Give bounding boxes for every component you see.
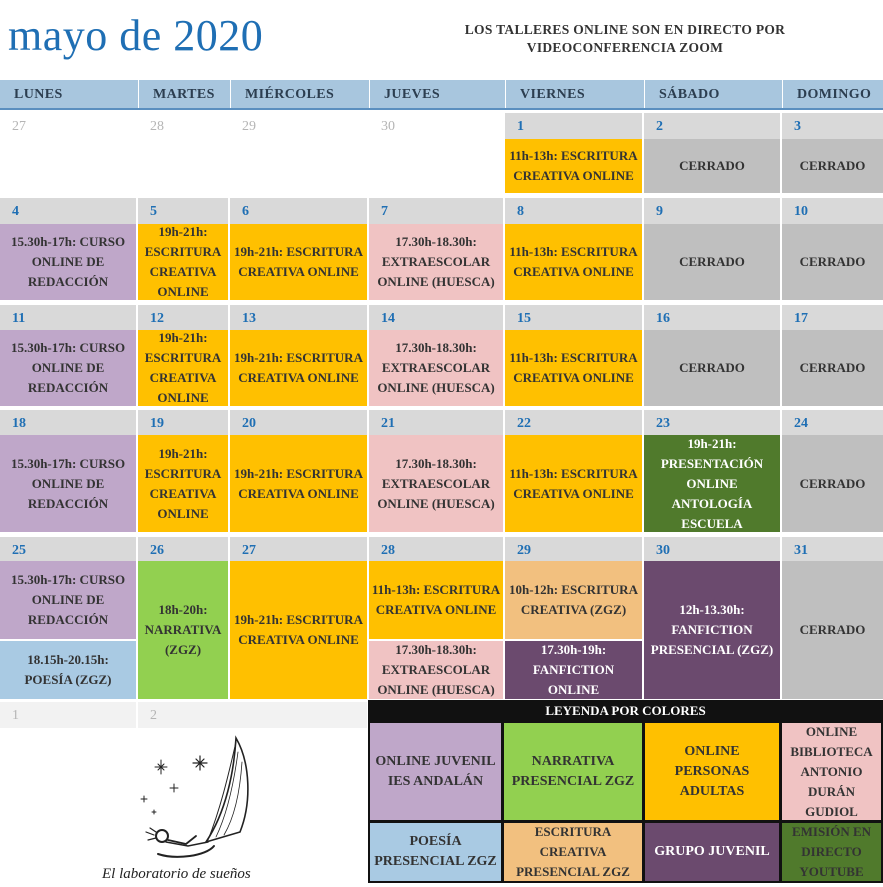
day-number: 28: [369, 537, 503, 563]
day-number: 17: [782, 305, 883, 331]
event-narrativa[interactable]: 18h-20h: NARRATIVA (ZGZ): [138, 561, 228, 699]
event-escritura-creativa[interactable]: 19h-21h: ESCRITURA CREATIVA ONLINE: [230, 435, 367, 532]
event-cerrado[interactable]: CERRADO: [782, 435, 883, 532]
event-escritura-creativa[interactable]: 19h-21h: ESCRITURA CREATIVA ONLINE: [138, 224, 228, 300]
logo: El laboratorio de sueños: [96, 732, 286, 882]
event-cerrado[interactable]: CERRADO: [644, 139, 780, 193]
event-cerrado[interactable]: CERRADO: [644, 224, 780, 300]
weekday-jueves: JUEVES: [369, 80, 505, 109]
day-number: 22: [505, 410, 642, 436]
event-escritura-creativa[interactable]: 19h-21h: ESCRITURA CREATIVA ONLINE: [138, 435, 228, 532]
legend-item-youtube: EMISIÓN EN DIRECTO YOUTUBE: [782, 823, 881, 881]
event-cerrado[interactable]: CERRADO: [782, 330, 883, 406]
day-number: 5: [138, 198, 228, 224]
event-escritura-creativa[interactable]: 19h-21h: ESCRITURA CREATIVA ONLINE: [230, 330, 367, 406]
day-number: 1: [505, 113, 642, 139]
legend-item-escritura-zgz: ESCRITURA CREATIVA PRESENCIAL ZGZ: [504, 823, 642, 881]
event-curso-redaccion[interactable]: 15.30h-17h: CURSO ONLINE DE REDACCIÓN: [0, 561, 136, 639]
day-number: 23: [644, 410, 780, 436]
event-curso-redaccion[interactable]: 15.30h-17h: CURSO ONLINE DE REDACCIÓN: [0, 435, 136, 532]
day-number: 29: [505, 537, 642, 563]
event-cerrado[interactable]: CERRADO: [782, 139, 883, 193]
day-number: 14: [369, 305, 503, 331]
day-number: 16: [644, 305, 780, 331]
legend-item-biblioteca: ONLINE BIBLIOTECA ANTONIO DURÁN GUDIOL: [782, 723, 881, 820]
weekday-sabado: SÁBADO: [644, 80, 782, 109]
event-extraescolar[interactable]: 17.30h-18.30h: EXTRAESCOLAR ONLINE (HUES…: [369, 224, 503, 300]
day-number: 20: [230, 410, 367, 436]
event-curso-redaccion[interactable]: 15.30h-17h: CURSO ONLINE DE REDACCIÓN: [0, 330, 136, 406]
event-escritura-creativa[interactable]: 19h-21h: ESCRITURA CREATIVA ONLINE: [230, 561, 367, 699]
event-fanfiction-presencial[interactable]: 12h-13.30h: FANFICTION PRESENCIAL (ZGZ): [644, 561, 780, 699]
day-number: 25: [0, 537, 136, 563]
day-number: 30: [381, 119, 395, 134]
day-number: 29: [242, 119, 256, 134]
day-number: 28: [150, 119, 164, 134]
event-cerrado[interactable]: CERRADO: [782, 224, 883, 300]
legend-title: LEYENDA POR COLORES: [545, 703, 706, 718]
day-number: 7: [369, 198, 503, 224]
legend-item-online-juvenil: ONLINE JUVENIL IES ANDALÁN: [370, 723, 501, 820]
day-number: 27: [12, 119, 26, 134]
day-number: 4: [0, 198, 136, 224]
event-escritura-creativa[interactable]: 11h-13h: ESCRITURA CREATIVA ONLINE: [505, 224, 642, 300]
day-number: 21: [369, 410, 503, 436]
day-number: 26: [138, 537, 228, 563]
event-escritura-creativa[interactable]: 11h-13h: ESCRITURA CREATIVA ONLINE: [369, 561, 503, 639]
event-fanfiction-online[interactable]: 17.30h-19h: FANFICTION ONLINE: [505, 641, 642, 699]
day-number: 10: [782, 198, 883, 224]
event-extraescolar[interactable]: 17.30h-18.30h: EXTRAESCOLAR ONLINE (HUES…: [369, 330, 503, 406]
logo-text: El laboratorio de sueños: [101, 866, 251, 882]
event-presentacion-antologia[interactable]: 19h-21h: PRESENTACIÓN ONLINE ANTOLOGÍA E…: [644, 435, 780, 532]
event-extraescolar[interactable]: 17.30h-18.30h: EXTRAESCOLAR ONLINE (HUES…: [369, 641, 503, 699]
page-subtitle: LOS TALLERES ONLINE SON EN DIRECTO POR V…: [464, 22, 786, 55]
weekday-domingo: DOMINGO: [782, 80, 883, 109]
day-number: 2: [644, 113, 780, 139]
event-escritura-creativa[interactable]: 19h-21h: ESCRITURA CREATIVA ONLINE: [230, 224, 367, 300]
event-poesia[interactable]: 18.15h-20.15h: POESÍA (ZGZ): [0, 641, 136, 699]
header-divider: [0, 108, 883, 110]
day-number: 9: [644, 198, 780, 224]
day-number: 8: [505, 198, 642, 224]
event-extraescolar[interactable]: 17.30h-18.30h: EXTRAESCOLAR ONLINE (HUES…: [369, 435, 503, 532]
weekday-viernes: VIERNES: [505, 80, 644, 109]
event-escritura-creativa[interactable]: 19h-21h: ESCRITURA CREATIVA ONLINE: [138, 330, 228, 406]
day-number: 1: [0, 702, 136, 728]
event-cerrado[interactable]: CERRADO: [644, 330, 780, 406]
event-cerrado[interactable]: CERRADO: [782, 561, 883, 699]
day-number: 19: [138, 410, 228, 436]
event-curso-redaccion[interactable]: 15.30h-17h: CURSO ONLINE DE REDACCIÓN: [0, 224, 136, 300]
day-number: 11: [0, 305, 136, 331]
day-number: 3: [782, 113, 883, 139]
weekday-header: LUNES MARTES MIÉRCOLES JUEVES VIERNES SÁ…: [0, 80, 883, 109]
day-number: 24: [782, 410, 883, 436]
day-number: 31: [782, 537, 883, 563]
day-number: 15: [505, 305, 642, 331]
legend-item-poesia: POESÍA PRESENCIAL ZGZ: [370, 823, 501, 881]
day-number: 27: [230, 537, 367, 563]
logo-illustration: El laboratorio de sueños: [101, 735, 251, 882]
event-escritura-creativa[interactable]: 11h-13h: ESCRITURA CREATIVA ONLINE: [505, 435, 642, 532]
legend-item-narrativa: NARRATIVA PRESENCIAL ZGZ: [504, 723, 642, 820]
weekday-martes: MARTES: [138, 80, 230, 109]
day-number: 18: [0, 410, 136, 436]
weekday-miercoles: MIÉRCOLES: [230, 80, 369, 109]
legend-item-grupo-juvenil: GRUPO JUVENIL: [645, 823, 779, 881]
day-number: 30: [644, 537, 780, 563]
page-title: mayo de 2020: [8, 11, 264, 60]
day-number: 6: [230, 198, 367, 224]
event-escritura-creativa-zgz[interactable]: 10h-12h: ESCRITURA CREATIVA (ZGZ): [505, 561, 642, 639]
day-number: 12: [138, 305, 228, 331]
day-number: 2: [138, 702, 367, 728]
day-number: 13: [230, 305, 367, 331]
event-escritura-creativa[interactable]: 11h-13h: ESCRITURA CREATIVA ONLINE: [505, 139, 642, 193]
weekday-lunes: LUNES: [0, 80, 138, 109]
event-escritura-creativa[interactable]: 11h-13h: ESCRITURA CREATIVA ONLINE: [505, 330, 642, 406]
legend-item-online-adultas: ONLINE PERSONAS ADULTAS: [645, 723, 779, 820]
